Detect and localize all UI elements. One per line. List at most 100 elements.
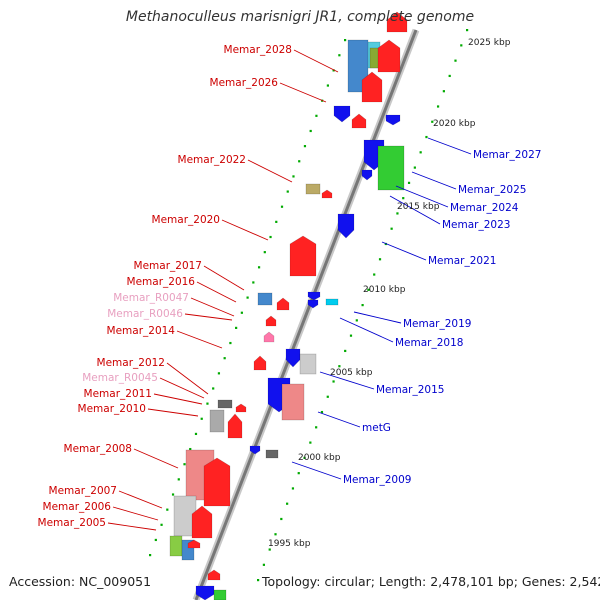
gene-box bbox=[299, 353, 317, 375]
gene-arrow-reverse bbox=[333, 105, 351, 123]
gene-feature bbox=[249, 445, 261, 455]
gene-label-left[interactable]: Memar_2011 bbox=[84, 388, 152, 400]
gene-label-left[interactable]: Memar_2028 bbox=[224, 44, 292, 56]
gene-box bbox=[213, 589, 227, 600]
tick-dot bbox=[298, 160, 301, 163]
tick-dot bbox=[240, 311, 243, 314]
gene-feature bbox=[281, 383, 305, 421]
gene-label-left[interactable]: Memar_2014 bbox=[107, 325, 176, 337]
gene-feature bbox=[289, 235, 317, 277]
gene-box bbox=[305, 183, 321, 195]
tick-dot bbox=[154, 538, 157, 542]
gene-feature bbox=[337, 213, 355, 239]
tick-dot bbox=[448, 74, 451, 78]
gene-label-right[interactable]: Memar_2019 bbox=[403, 318, 471, 330]
tick-dot bbox=[177, 478, 180, 481]
tick-dot bbox=[275, 220, 278, 223]
tick-dot bbox=[149, 554, 152, 557]
tick-dot bbox=[436, 105, 440, 108]
gene-label-right[interactable]: Memar_2025 bbox=[458, 184, 526, 196]
gene-feature bbox=[207, 569, 221, 581]
gene-label-left[interactable]: Memar_2017 bbox=[134, 260, 202, 272]
gene-label-right[interactable]: Memar_2024 bbox=[450, 202, 519, 214]
gene-label-left[interactable]: Memar_2026 bbox=[210, 77, 279, 89]
gene-label-left[interactable]: Memar_2010 bbox=[78, 403, 146, 415]
gene-feature bbox=[351, 113, 367, 129]
gene-arrow-forward bbox=[207, 569, 221, 581]
tick-dot bbox=[297, 472, 300, 475]
tick-dot bbox=[315, 426, 318, 429]
gene-label-left[interactable]: Memar_R0046 bbox=[107, 308, 183, 320]
gene-label-right[interactable]: Memar_2023 bbox=[442, 219, 510, 231]
tick-dot bbox=[320, 410, 324, 414]
gene-label-left[interactable]: Memar_2005 bbox=[38, 517, 106, 529]
tick-dot bbox=[189, 447, 192, 451]
map-title: Methanoculleus marisnigri JR1, complete … bbox=[125, 9, 475, 25]
gene-feature bbox=[253, 355, 267, 371]
gene-feature bbox=[307, 291, 321, 301]
gene-arrow-forward bbox=[289, 235, 317, 277]
gene-box bbox=[347, 39, 369, 93]
gene-features bbox=[169, 11, 408, 600]
gene-arrow-forward bbox=[377, 39, 401, 73]
gene-feature bbox=[321, 189, 333, 199]
gene-label-left[interactable]: Memar_2016 bbox=[127, 276, 196, 288]
leader-line-right bbox=[427, 137, 472, 155]
tick-dot bbox=[390, 227, 393, 230]
gene-label-right[interactable]: Memar_2021 bbox=[428, 255, 496, 267]
genome-backbone-core bbox=[194, 29, 418, 600]
gene-feature bbox=[299, 353, 317, 375]
gene-feature bbox=[191, 505, 213, 539]
tick-dot bbox=[269, 235, 272, 239]
gene-label-left[interactable]: Memar_2022 bbox=[178, 154, 246, 166]
leader-line-left bbox=[293, 49, 339, 73]
gene-label-left[interactable]: Memar_R0047 bbox=[113, 292, 189, 304]
gene-arrow-forward bbox=[321, 189, 333, 199]
tick-dot bbox=[257, 266, 261, 269]
tick-dot bbox=[206, 402, 209, 405]
gene-arrow-forward bbox=[351, 113, 367, 129]
tick-dot bbox=[268, 548, 271, 551]
gene-box bbox=[169, 535, 183, 557]
tick-dot bbox=[442, 90, 445, 93]
gene-arrow-reverse bbox=[361, 169, 373, 181]
gene-box bbox=[325, 298, 339, 306]
gene-label-left[interactable]: Memar_2008 bbox=[64, 443, 132, 455]
gene-label-left[interactable]: Memar_R0045 bbox=[82, 372, 158, 384]
gene-arrow-forward bbox=[361, 71, 383, 103]
tick-dot bbox=[338, 365, 341, 368]
gene-feature bbox=[305, 183, 321, 195]
gene-label-right[interactable]: Memar_2018 bbox=[395, 337, 463, 349]
tick-dot bbox=[309, 441, 312, 444]
tick-dot bbox=[419, 151, 422, 154]
gene-box bbox=[209, 409, 225, 433]
gene-label-left[interactable]: Memar_2006 bbox=[43, 501, 112, 513]
scale-label: 2020 kbp bbox=[433, 119, 476, 129]
leader-line-left bbox=[190, 297, 235, 317]
tick-dot bbox=[194, 432, 198, 436]
leader-line-right bbox=[317, 411, 361, 428]
tick-dot bbox=[280, 517, 283, 521]
gene-arrow-forward bbox=[386, 11, 408, 33]
tick-dot bbox=[212, 387, 215, 390]
gene-feature bbox=[361, 71, 383, 103]
gene-feature bbox=[347, 39, 369, 93]
gene-label-right[interactable]: Memar_2015 bbox=[376, 384, 444, 396]
gene-feature bbox=[265, 315, 277, 327]
gene-feature bbox=[263, 331, 275, 343]
leader-line-right bbox=[319, 371, 375, 390]
gene-label-left[interactable]: Memar_2020 bbox=[152, 214, 220, 226]
tick-dot bbox=[309, 129, 312, 133]
gene-arrow-forward bbox=[276, 297, 290, 311]
gene-label-left[interactable]: Memar_2012 bbox=[97, 357, 165, 369]
gene-box bbox=[265, 449, 279, 459]
gene-label-right[interactable]: Memar_2027 bbox=[473, 149, 541, 161]
gene-label-left[interactable]: Memar_2007 bbox=[49, 485, 117, 497]
gene-feature bbox=[235, 403, 247, 413]
leader-line-left bbox=[166, 362, 209, 395]
scale-label: 2000 kbp bbox=[298, 453, 341, 463]
gene-label-right[interactable]: metG bbox=[362, 422, 391, 434]
gene-label-right[interactable]: Memar_2009 bbox=[343, 474, 411, 486]
tick-dot bbox=[425, 135, 428, 139]
tick-dot bbox=[292, 175, 295, 178]
